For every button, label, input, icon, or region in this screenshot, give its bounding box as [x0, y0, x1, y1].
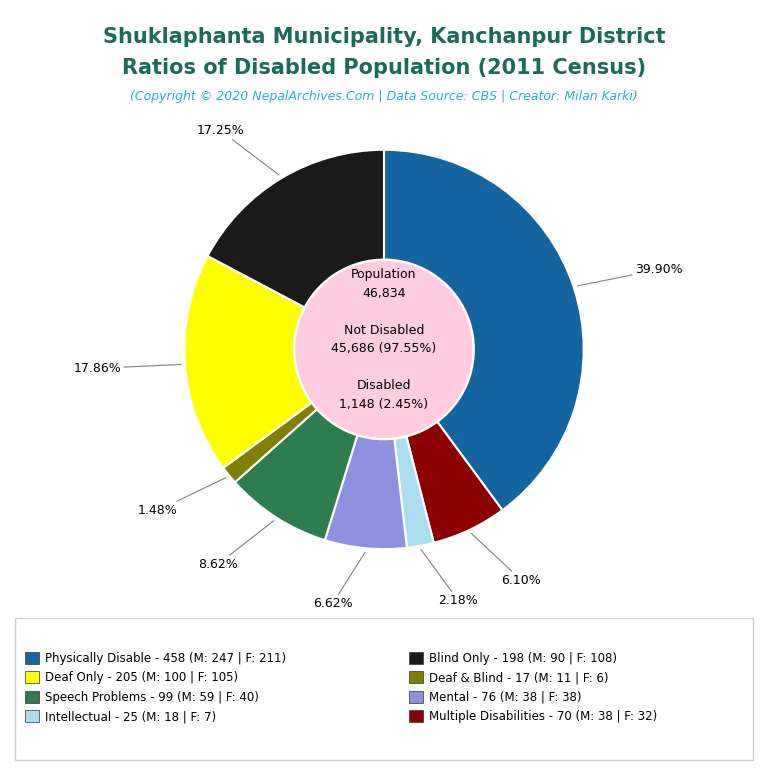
Legend: Blind Only - 198 (M: 90 | F: 108), Deaf & Blind - 17 (M: 11 | F: 6), Mental - 76: Blind Only - 198 (M: 90 | F: 108), Deaf …: [406, 648, 660, 727]
Text: 17.86%: 17.86%: [74, 362, 181, 375]
Text: (Copyright © 2020 NepalArchives.Com | Data Source: CBS | Creator: Milan Karki): (Copyright © 2020 NepalArchives.Com | Da…: [130, 90, 638, 103]
Wedge shape: [325, 435, 407, 549]
Text: 6.62%: 6.62%: [313, 552, 365, 611]
FancyBboxPatch shape: [15, 618, 753, 760]
Wedge shape: [223, 402, 317, 482]
Text: Shuklaphanta Municipality, Kanchanpur District: Shuklaphanta Municipality, Kanchanpur Di…: [103, 27, 665, 47]
Text: Ratios of Disabled Population (2011 Census): Ratios of Disabled Population (2011 Cens…: [122, 58, 646, 78]
Circle shape: [296, 262, 472, 437]
Text: 2.18%: 2.18%: [421, 550, 478, 607]
Text: 17.25%: 17.25%: [197, 124, 279, 175]
Wedge shape: [394, 436, 434, 548]
Wedge shape: [184, 256, 312, 468]
Text: 6.10%: 6.10%: [472, 534, 541, 587]
Wedge shape: [235, 409, 357, 540]
Text: 1.48%: 1.48%: [137, 478, 226, 517]
Wedge shape: [207, 150, 384, 307]
Text: Population
46,834

Not Disabled
45,686 (97.55%)

Disabled
1,148 (2.45%): Population 46,834 Not Disabled 45,686 (9…: [331, 268, 437, 411]
Text: 8.62%: 8.62%: [198, 521, 273, 571]
Wedge shape: [406, 422, 502, 543]
Wedge shape: [384, 150, 584, 510]
Text: 39.90%: 39.90%: [578, 263, 683, 286]
